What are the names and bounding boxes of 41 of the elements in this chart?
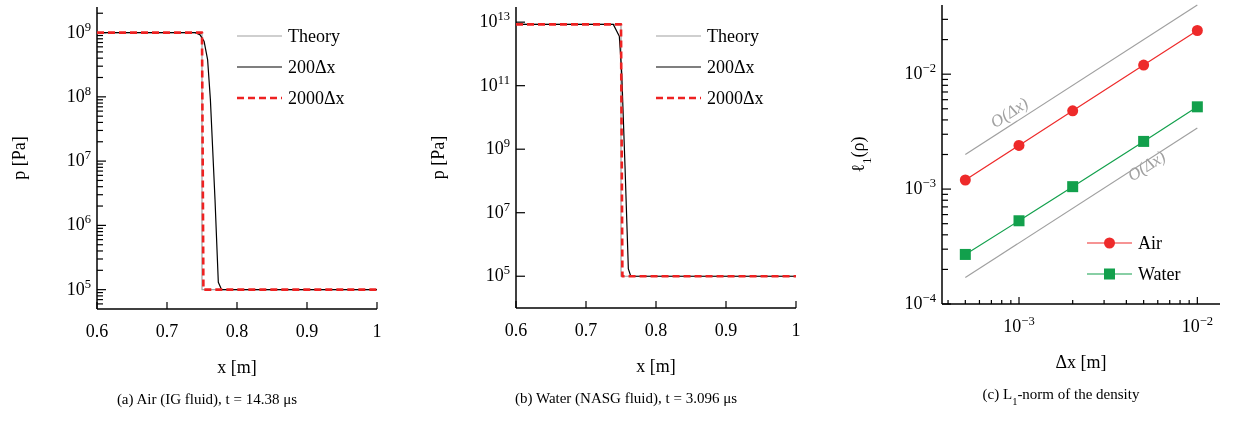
y-tick-label: 10$^{8}$ (66, 83, 91, 106)
y-tick-label: 10$^{5}$ (485, 263, 510, 286)
x-axis-title: x [m] (217, 357, 257, 377)
y-tick-label: 10$^{7}$ (66, 148, 91, 171)
x-tick-label: 0.9 (714, 320, 738, 340)
text: (a) Air (IG fluid), t = 14.38 μs (116, 391, 298, 408)
x-tick-label: 1 (791, 320, 801, 340)
y-tick-label: 10$^{13}$ (479, 9, 510, 32)
legend-label: Theory (707, 26, 759, 46)
y-tick-label: 10$^{9}$ (485, 136, 510, 159)
x-axis-title: Δx [m] (1055, 352, 1107, 372)
y-axis-title: p [Pa] (9, 136, 29, 180)
x-tick-label: 10$^{−2}$ (1181, 314, 1214, 336)
x-tick-label: 0.7 (155, 321, 179, 341)
text: (b) Water (NASG fluid), t = 3.096 μs (514, 390, 738, 407)
y-tick-label: 10$^{5}$ (66, 276, 91, 299)
y-tick-label: 10$^{7}$ (485, 199, 510, 222)
legend-label: 200Δx (707, 57, 755, 77)
y-tick-label: 10$^{−2}$ (904, 61, 936, 84)
text: (c) L$_{1}$-norm of the density (982, 386, 1140, 407)
legend-label: 200Δx (288, 57, 336, 77)
x-axis-title: x [m] (636, 356, 676, 376)
legend-label: 2000Δx (707, 88, 764, 108)
y-axis-title: p [Pa] (428, 135, 448, 180)
x-tick-label: 0.8 (644, 320, 668, 340)
legend-label: Theory (288, 26, 340, 46)
legend-label: 2000Δx (288, 88, 345, 108)
x-tick-label: 0.6 (85, 321, 109, 341)
x-tick-label: 0.9 (295, 321, 319, 341)
x-tick-label: 1 (372, 321, 382, 341)
x-tick-label: 10$^{−3}$ (1003, 314, 1035, 336)
legend-label: Water (1138, 264, 1181, 284)
x-tick-label: 0.6 (504, 320, 528, 340)
x-tick-label: 0.8 (225, 321, 249, 341)
y-tick-label: 10$^{11}$ (479, 72, 510, 95)
y-tick-label: 10$^{9}$ (66, 19, 91, 42)
x-tick-label: 0.7 (574, 320, 598, 340)
y-tick-label: 10$^{−3}$ (904, 176, 936, 199)
y-tick-label: 10$^{6}$ (66, 212, 91, 235)
y-tick-label: 10$^{−4}$ (904, 291, 937, 313)
legend-label: Air (1138, 233, 1162, 253)
